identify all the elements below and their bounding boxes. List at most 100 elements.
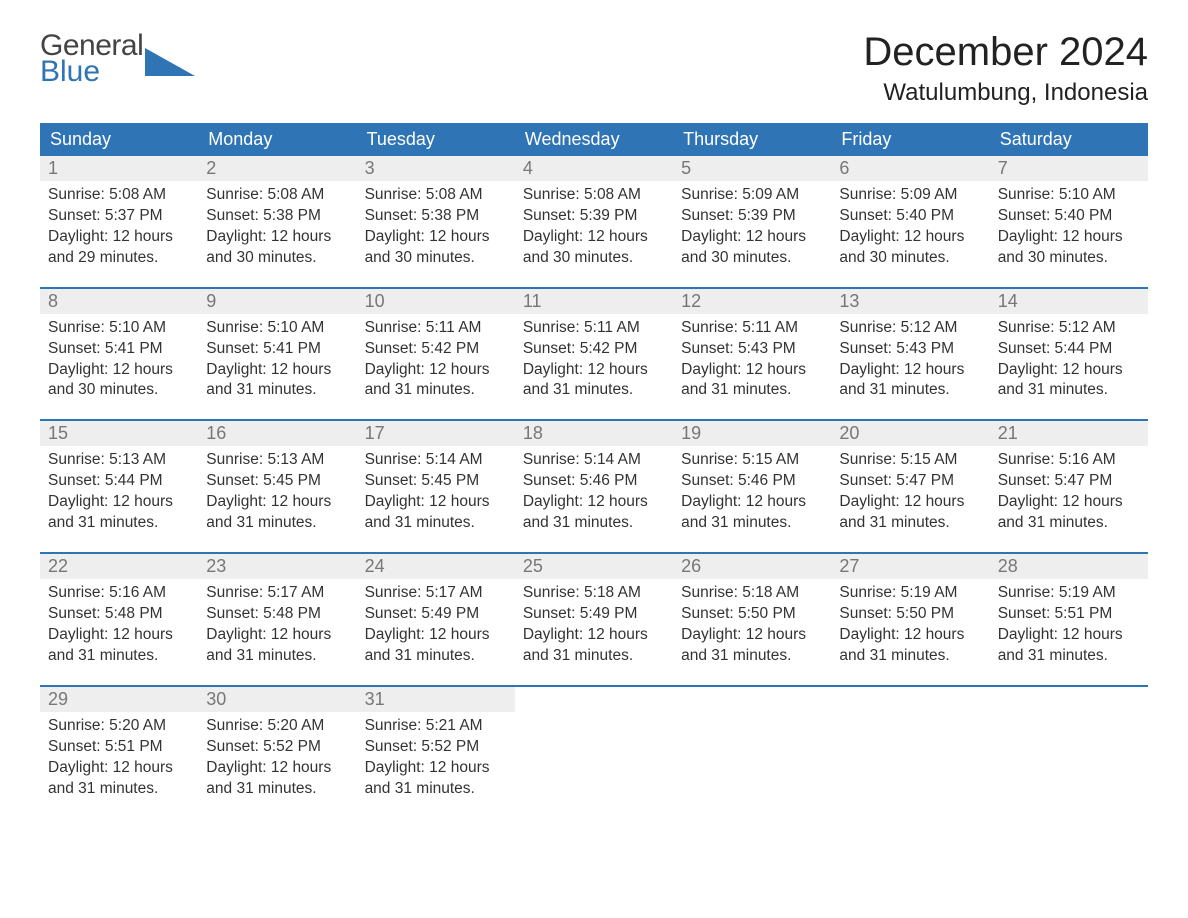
day-number-cell [673,687,831,712]
day-day2: and 30 minutes. [206,248,348,269]
header-thu: Thursday [673,123,831,156]
day-day2: and 31 minutes. [839,513,981,534]
day-day2: and 30 minutes. [839,248,981,269]
daynum-row: 1234567 [40,156,1148,181]
day-sunrise: Sunrise: 5:09 AM [681,185,823,206]
header-tue: Tuesday [357,123,515,156]
day-day1: Daylight: 12 hours [365,227,507,248]
day-cell: Sunrise: 5:11 AMSunset: 5:42 PMDaylight:… [515,314,673,420]
day-day2: and 31 minutes. [998,646,1140,667]
day-sunrise: Sunrise: 5:21 AM [365,716,507,737]
day-sunrise: Sunrise: 5:16 AM [48,583,190,604]
day-number-cell: 16 [198,421,356,446]
day-sunrise: Sunrise: 5:15 AM [681,450,823,471]
day-day2: and 30 minutes. [523,248,665,269]
day-cell: Sunrise: 5:08 AMSunset: 5:38 PMDaylight:… [357,181,515,287]
day-number-cell: 25 [515,554,673,579]
day-sunset: Sunset: 5:38 PM [206,206,348,227]
day-cell: Sunrise: 5:11 AMSunset: 5:42 PMDaylight:… [357,314,515,420]
day-cell: Sunrise: 5:20 AMSunset: 5:51 PMDaylight:… [40,712,198,818]
day-day2: and 30 minutes. [681,248,823,269]
day-cell: Sunrise: 5:09 AMSunset: 5:40 PMDaylight:… [831,181,989,287]
day-sunrise: Sunrise: 5:08 AM [523,185,665,206]
day-cell: Sunrise: 5:20 AMSunset: 5:52 PMDaylight:… [198,712,356,818]
day-number-cell: 9 [198,289,356,314]
day-sunset: Sunset: 5:43 PM [839,339,981,360]
day-cell: Sunrise: 5:15 AMSunset: 5:46 PMDaylight:… [673,446,831,552]
header-sat: Saturday [990,123,1148,156]
day-cell: Sunrise: 5:12 AMSunset: 5:44 PMDaylight:… [990,314,1148,420]
day-day2: and 31 minutes. [206,646,348,667]
day-cell: Sunrise: 5:14 AMSunset: 5:46 PMDaylight:… [515,446,673,552]
day-sunrise: Sunrise: 5:12 AM [998,318,1140,339]
day-day1: Daylight: 12 hours [523,625,665,646]
day-number-cell: 8 [40,289,198,314]
day-sunrise: Sunrise: 5:10 AM [48,318,190,339]
day-number-cell: 21 [990,421,1148,446]
header-wed: Wednesday [515,123,673,156]
day-day2: and 31 minutes. [365,380,507,401]
day-sunset: Sunset: 5:42 PM [523,339,665,360]
day-day1: Daylight: 12 hours [998,492,1140,513]
day-sunset: Sunset: 5:38 PM [365,206,507,227]
day-sunrise: Sunrise: 5:20 AM [48,716,190,737]
day-day1: Daylight: 12 hours [365,360,507,381]
day-sunrise: Sunrise: 5:13 AM [48,450,190,471]
day-cell: Sunrise: 5:13 AMSunset: 5:44 PMDaylight:… [40,446,198,552]
logo-triangle-icon [145,48,195,76]
day-day1: Daylight: 12 hours [839,492,981,513]
day-number-cell: 2 [198,156,356,181]
day-cell: Sunrise: 5:11 AMSunset: 5:43 PMDaylight:… [673,314,831,420]
day-cell: Sunrise: 5:19 AMSunset: 5:50 PMDaylight:… [831,579,989,685]
data-row: Sunrise: 5:20 AMSunset: 5:51 PMDaylight:… [40,712,1148,818]
day-sunset: Sunset: 5:48 PM [206,604,348,625]
day-sunrise: Sunrise: 5:20 AM [206,716,348,737]
day-sunset: Sunset: 5:50 PM [681,604,823,625]
day-sunrise: Sunrise: 5:10 AM [998,185,1140,206]
data-row: Sunrise: 5:08 AMSunset: 5:37 PMDaylight:… [40,181,1148,287]
header-fri: Friday [831,123,989,156]
day-sunrise: Sunrise: 5:13 AM [206,450,348,471]
day-day2: and 31 minutes. [839,380,981,401]
calendar-table: Sunday Monday Tuesday Wednesday Thursday… [40,123,1148,817]
data-row: Sunrise: 5:13 AMSunset: 5:44 PMDaylight:… [40,446,1148,552]
day-day2: and 31 minutes. [48,646,190,667]
day-cell [990,712,1148,818]
day-cell: Sunrise: 5:21 AMSunset: 5:52 PMDaylight:… [357,712,515,818]
day-cell: Sunrise: 5:09 AMSunset: 5:39 PMDaylight:… [673,181,831,287]
day-day2: and 31 minutes. [681,513,823,534]
day-day1: Daylight: 12 hours [523,492,665,513]
day-number-cell: 14 [990,289,1148,314]
day-sunrise: Sunrise: 5:18 AM [523,583,665,604]
day-day2: and 30 minutes. [998,248,1140,269]
day-number-cell: 22 [40,554,198,579]
day-cell: Sunrise: 5:18 AMSunset: 5:49 PMDaylight:… [515,579,673,685]
day-number-cell: 17 [357,421,515,446]
day-cell: Sunrise: 5:10 AMSunset: 5:40 PMDaylight:… [990,181,1148,287]
day-number-cell: 19 [673,421,831,446]
day-number-cell: 11 [515,289,673,314]
month-title: December 2024 [863,30,1148,75]
header-sun: Sunday [40,123,198,156]
day-sunset: Sunset: 5:52 PM [365,737,507,758]
day-day1: Daylight: 12 hours [839,360,981,381]
day-sunset: Sunset: 5:44 PM [998,339,1140,360]
day-number-cell [990,687,1148,712]
day-sunset: Sunset: 5:49 PM [365,604,507,625]
day-cell: Sunrise: 5:08 AMSunset: 5:39 PMDaylight:… [515,181,673,287]
day-day1: Daylight: 12 hours [523,227,665,248]
day-day1: Daylight: 12 hours [365,492,507,513]
day-day2: and 31 minutes. [523,646,665,667]
daynum-row: 891011121314 [40,289,1148,314]
day-day2: and 31 minutes. [365,513,507,534]
day-day1: Daylight: 12 hours [206,625,348,646]
day-day2: and 31 minutes. [206,513,348,534]
day-day1: Daylight: 12 hours [839,625,981,646]
day-sunset: Sunset: 5:39 PM [523,206,665,227]
day-day1: Daylight: 12 hours [206,758,348,779]
day-number-cell: 28 [990,554,1148,579]
day-cell: Sunrise: 5:10 AMSunset: 5:41 PMDaylight:… [40,314,198,420]
day-day1: Daylight: 12 hours [523,360,665,381]
day-sunrise: Sunrise: 5:11 AM [523,318,665,339]
day-sunset: Sunset: 5:49 PM [523,604,665,625]
